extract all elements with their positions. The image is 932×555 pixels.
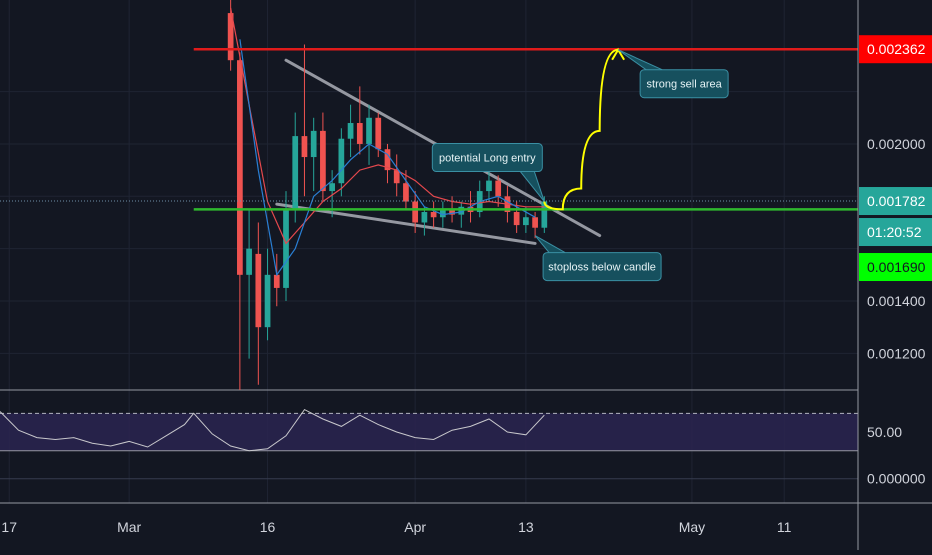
candle-body (366, 117, 372, 144)
price-label-bg (859, 253, 932, 282)
lower-wedge-line[interactable] (275, 202, 537, 245)
candle-body (523, 217, 529, 226)
time-tick-label: May (679, 519, 705, 535)
candle-body (541, 201, 548, 228)
candle-body (227, 13, 234, 61)
candle-body (320, 130, 326, 192)
stoploss-callout[interactable]: stoploss below candle (534, 235, 662, 282)
candle-body (255, 253, 262, 328)
rsi-tick-label: 50.00 (867, 424, 902, 440)
candle-body (393, 170, 400, 184)
price-label-text: 01:20:52 (867, 224, 922, 240)
candle-body (356, 123, 363, 144)
candle-body (403, 183, 409, 202)
price-label-3: 0.001690 (859, 253, 932, 282)
price-label-2: 01:20:52 (859, 218, 932, 247)
projection-curve[interactable] (543, 48, 619, 211)
time-tick-label: 16 (260, 519, 276, 535)
time-tick-label: 13 (518, 519, 534, 535)
callout-text: stoploss below candle (548, 262, 656, 274)
price-label-text: 0.001690 (867, 259, 926, 275)
callout-pointer (534, 235, 566, 254)
price-tick-label: 0.001400 (867, 293, 926, 309)
candle-body (486, 180, 492, 192)
price-tick-label: 0.002000 (867, 136, 926, 152)
price-label-bg (859, 35, 932, 64)
callout-box (639, 69, 729, 99)
rsi-line (0, 408, 545, 452)
price-label-0: 0.002362 (859, 35, 932, 64)
candle-body (449, 209, 455, 215)
candle-body (495, 180, 502, 197)
sell-area-callout[interactable]: strong sell area (617, 49, 729, 99)
time-tick-label: 11 (777, 519, 792, 535)
callout-pointer (519, 171, 545, 202)
time-tick-label: 17 (1, 519, 17, 535)
candle-body (264, 274, 271, 328)
candle-body (301, 136, 308, 158)
callout-box (431, 143, 543, 173)
candle-body (421, 212, 428, 223)
rsi-tick-label: 0.000000 (867, 471, 926, 487)
callout-pointer (617, 49, 663, 71)
candle-body (412, 201, 419, 223)
candle-body (329, 183, 335, 192)
candle-body (458, 206, 465, 215)
time-tick-label: Mar (117, 519, 141, 535)
candle-body (513, 212, 520, 226)
callout-text: potential Long entry (439, 153, 536, 165)
ma-blue-line (239, 39, 536, 277)
price-label-1: 0.001782 (859, 187, 932, 216)
candle-body (283, 209, 289, 288)
price-label-bg (859, 187, 932, 216)
candle-body (310, 130, 317, 158)
ma-red-line (230, 7, 545, 245)
candle-body (384, 149, 391, 171)
candle-body (338, 138, 345, 184)
candle-body (439, 209, 446, 218)
long-entry-callout[interactable]: potential Long entry (431, 143, 545, 202)
price-label-bg (859, 218, 932, 247)
candle-body (375, 117, 382, 150)
callout-text: strong sell area (647, 79, 723, 91)
price-tick-label: 0.001200 (867, 345, 926, 361)
rsi-band (0, 413, 858, 451)
candle-body (246, 248, 252, 275)
callout-box (542, 252, 662, 282)
candle-body (347, 123, 354, 139)
candle-body (292, 136, 299, 210)
candle-body (237, 60, 243, 275)
candle-body (430, 212, 437, 218)
candle-body (532, 217, 538, 228)
time-tick-label: Apr (404, 519, 426, 535)
price-label-text: 0.001782 (867, 193, 926, 209)
price-label-text: 0.002362 (867, 41, 926, 57)
candle-body (273, 274, 280, 288)
